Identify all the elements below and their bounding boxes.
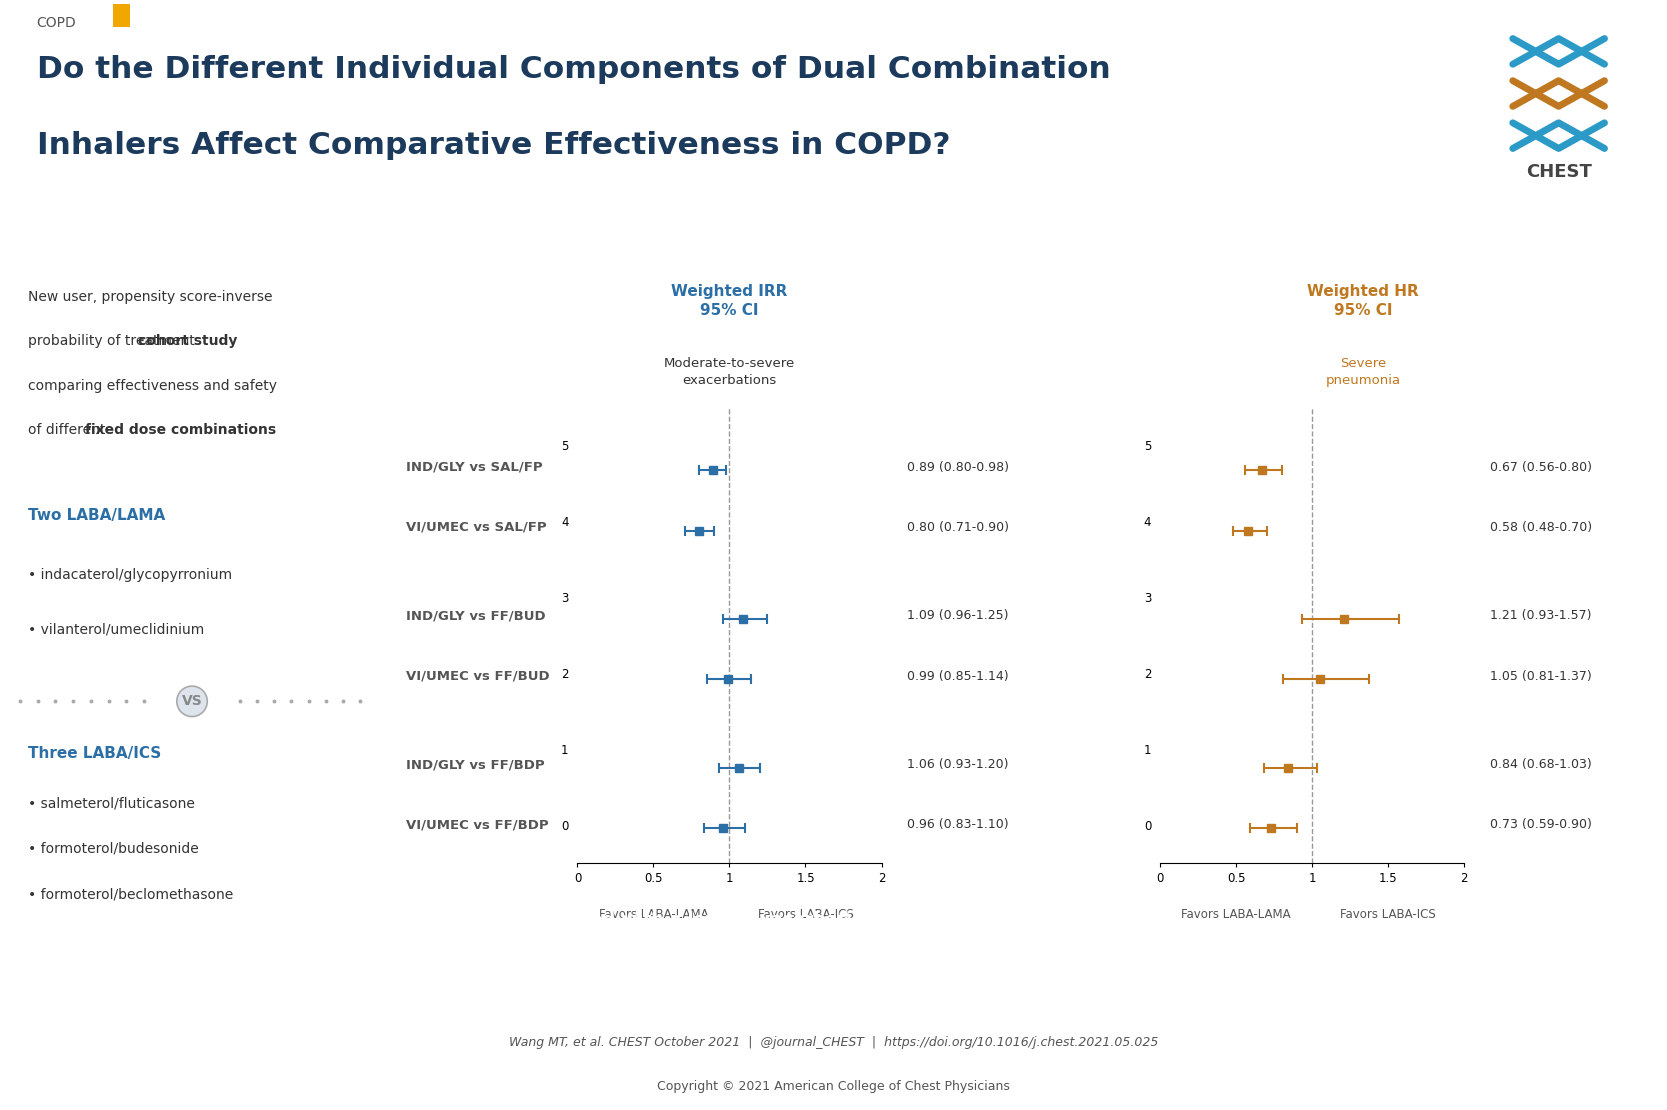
Text: probability of treatment: probability of treatment: [28, 334, 198, 349]
Text: 0.89 (0.80-0.98): 0.89 (0.80-0.98): [907, 461, 1009, 474]
Text: Inhalers Affect Comparative Effectiveness in COPD?: Inhalers Affect Comparative Effectivenes…: [37, 131, 950, 161]
Bar: [113, 4, 130, 27]
Text: IND/GLY vs FF/BUD: IND/GLY vs FF/BUD: [407, 609, 547, 623]
Text: Moderate-to-severe
exacerbations: Moderate-to-severe exacerbations: [663, 356, 795, 386]
Text: 0.73 (0.59-0.90): 0.73 (0.59-0.90): [1490, 818, 1592, 831]
Text: 0.84 (0.68-1.03): 0.84 (0.68-1.03): [1490, 758, 1592, 771]
Text: Copyright © 2021 American College of Chest Physicians: Copyright © 2021 American College of Che…: [657, 1080, 1010, 1093]
Text: STUDY DESIGN: STUDY DESIGN: [125, 221, 275, 240]
Text: cohort study: cohort study: [138, 334, 237, 349]
Text: Both LABA/LAMAs vs salmeterol/fluticasone are associated with a lower exacerbati: Both LABA/LAMAs vs salmeterol/fluticason…: [37, 910, 965, 980]
Text: Weighted IRR
95% CI: Weighted IRR 95% CI: [672, 284, 788, 317]
Text: fixed dose combinations: fixed dose combinations: [85, 423, 277, 437]
Text: 1.06 (0.93-1.20): 1.06 (0.93-1.20): [907, 758, 1009, 771]
Text: • salmeterol/fluticasone: • salmeterol/fluticasone: [28, 796, 195, 810]
Text: 0.58 (0.48-0.70): 0.58 (0.48-0.70): [1490, 521, 1592, 534]
Text: comparing effectiveness and safety: comparing effectiveness and safety: [28, 379, 277, 393]
Text: of different: of different: [28, 423, 110, 437]
Text: 1.21 (0.93-1.57): 1.21 (0.93-1.57): [1490, 609, 1590, 623]
Text: Three LABA/ICS: Three LABA/ICS: [28, 746, 162, 760]
Text: VI/UMEC vs SAL/FP: VI/UMEC vs SAL/FP: [407, 521, 547, 534]
Text: IND/GLY vs SAL/FP: IND/GLY vs SAL/FP: [407, 461, 543, 474]
Text: VS: VS: [182, 695, 202, 708]
Text: • formoterol/beclomethasone: • formoterol/beclomethasone: [28, 887, 233, 901]
Text: 0.96 (0.83-1.10): 0.96 (0.83-1.10): [907, 818, 1009, 831]
Text: Severe
pneumonia: Severe pneumonia: [1325, 356, 1400, 386]
Text: Favors LABA-ICS: Favors LABA-ICS: [1340, 908, 1437, 921]
Text: Do the Different Individual Components of Dual Combination: Do the Different Individual Components o…: [37, 56, 1110, 84]
Text: • formoterol/budesonide: • formoterol/budesonide: [28, 841, 198, 856]
Text: 0.80 (0.71-0.90): 0.80 (0.71-0.90): [907, 521, 1009, 534]
Text: • vilanterol/umeclidinium: • vilanterol/umeclidinium: [28, 623, 205, 636]
Text: RESULTS: RESULTS: [990, 221, 1077, 240]
Text: New user, propensity score-inverse: New user, propensity score-inverse: [28, 290, 272, 304]
Text: Favors LABA-ICS: Favors LABA-ICS: [757, 908, 854, 921]
Text: • indacaterol/glycopyrronium: • indacaterol/glycopyrronium: [28, 568, 232, 583]
Text: Two LABA/LAMA: Two LABA/LAMA: [28, 508, 165, 524]
Text: Favors LABA-LAMA: Favors LABA-LAMA: [598, 908, 708, 921]
Text: 0.67 (0.56-0.80): 0.67 (0.56-0.80): [1490, 461, 1592, 474]
Text: VI/UMEC vs FF/BUD: VI/UMEC vs FF/BUD: [407, 669, 550, 683]
Text: Weighted HR
95% CI: Weighted HR 95% CI: [1307, 284, 1419, 317]
Text: VI/UMEC vs FF/BDP: VI/UMEC vs FF/BDP: [407, 818, 548, 831]
Text: 1.05 (0.81-1.37): 1.05 (0.81-1.37): [1490, 669, 1592, 683]
Text: 1.09 (0.96-1.25): 1.09 (0.96-1.25): [907, 609, 1009, 623]
Text: IND/GLY vs FF/BDP: IND/GLY vs FF/BDP: [407, 758, 545, 771]
Text: Wang MT, et al. CHEST October 2021  |  @journal_CHEST  |  https://doi.org/10.101: Wang MT, et al. CHEST October 2021 | @jo…: [508, 1036, 1159, 1049]
Text: CHEST: CHEST: [1525, 163, 1592, 181]
Text: 0.99 (0.85-1.14): 0.99 (0.85-1.14): [907, 669, 1009, 683]
Text: COPD: COPD: [37, 17, 77, 30]
Text: Favors LABA-LAMA: Favors LABA-LAMA: [1182, 908, 1290, 921]
